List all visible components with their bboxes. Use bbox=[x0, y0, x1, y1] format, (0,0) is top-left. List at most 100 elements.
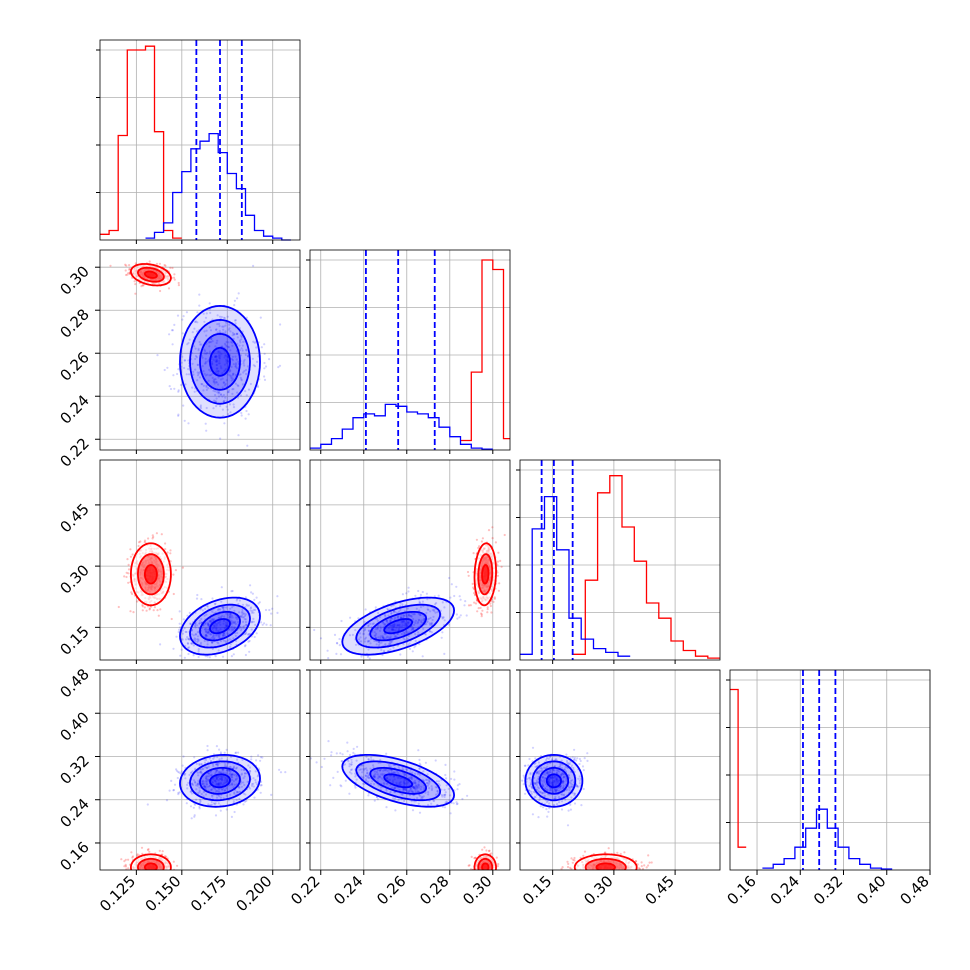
blue-point bbox=[205, 613, 208, 616]
red-point bbox=[156, 609, 159, 612]
blue-point bbox=[196, 666, 198, 668]
blue-point bbox=[208, 352, 211, 355]
blue-point bbox=[215, 360, 219, 363]
blue-point bbox=[385, 619, 388, 622]
blue-point bbox=[245, 348, 248, 351]
blue-point bbox=[399, 653, 402, 656]
blue-point bbox=[196, 624, 199, 627]
blue-point bbox=[219, 351, 222, 354]
blue-point bbox=[196, 363, 199, 366]
blue-point bbox=[253, 341, 256, 344]
blue-point bbox=[357, 617, 360, 620]
blue-point bbox=[210, 361, 213, 364]
blue-point bbox=[209, 350, 212, 353]
blue-point bbox=[204, 627, 208, 630]
blue-point bbox=[209, 370, 212, 373]
blue-point bbox=[176, 314, 180, 317]
red-point bbox=[481, 537, 484, 540]
blue-point bbox=[404, 788, 407, 792]
panel-frame-3-0 bbox=[99, 669, 301, 871]
red-point bbox=[493, 596, 496, 599]
blue-point bbox=[389, 643, 392, 646]
red-point bbox=[157, 876, 159, 878]
red-point bbox=[146, 870, 148, 872]
blue-point bbox=[219, 777, 222, 780]
blue-point bbox=[171, 343, 174, 346]
blue-point bbox=[166, 366, 169, 369]
red-point bbox=[157, 877, 159, 879]
red-point bbox=[480, 540, 483, 543]
blue-point bbox=[231, 334, 234, 337]
scatter-panel-2-1 bbox=[310, 460, 510, 660]
blue-point bbox=[397, 614, 400, 618]
blue-contour bbox=[209, 618, 231, 635]
blue-point bbox=[204, 793, 208, 796]
blue-point bbox=[177, 368, 180, 371]
red-point bbox=[172, 860, 175, 863]
red-point bbox=[487, 872, 489, 874]
blue-point bbox=[433, 609, 436, 613]
blue-point bbox=[387, 614, 390, 617]
red-point bbox=[494, 541, 497, 544]
blue-point bbox=[230, 655, 233, 658]
red-point bbox=[472, 586, 475, 589]
blue-point bbox=[239, 629, 243, 632]
blue-point bbox=[200, 617, 203, 621]
blue-point bbox=[220, 367, 223, 370]
red-point bbox=[172, 573, 175, 576]
blue-point bbox=[224, 777, 227, 780]
blue-point bbox=[406, 623, 409, 627]
red-point bbox=[496, 564, 499, 567]
diag-panel-2 bbox=[516, 460, 720, 660]
blue-point bbox=[219, 437, 222, 440]
blue-point bbox=[183, 656, 186, 659]
blue-point bbox=[404, 774, 407, 777]
blue-point bbox=[369, 767, 372, 770]
red-point bbox=[148, 871, 150, 873]
red-point bbox=[163, 875, 165, 877]
blue-point bbox=[196, 771, 199, 774]
red-point bbox=[150, 881, 152, 883]
blue-point bbox=[249, 607, 252, 610]
blue-point bbox=[203, 639, 206, 643]
blue-point bbox=[417, 783, 420, 786]
blue-point bbox=[217, 355, 220, 358]
blue-point bbox=[367, 758, 370, 761]
blue-point bbox=[219, 796, 223, 799]
red-point bbox=[479, 606, 482, 610]
blue-point bbox=[227, 390, 230, 394]
red-point bbox=[160, 872, 162, 874]
blue-point bbox=[242, 620, 245, 624]
blue-point bbox=[208, 620, 211, 623]
blue-point bbox=[178, 622, 181, 625]
blue-point bbox=[245, 372, 248, 376]
red-point bbox=[151, 873, 153, 875]
blue-point bbox=[221, 377, 224, 380]
blue-point bbox=[194, 626, 197, 629]
red-point bbox=[500, 565, 503, 568]
blue-point bbox=[425, 592, 428, 595]
blue-point bbox=[204, 630, 207, 633]
blue-point bbox=[352, 747, 355, 751]
blue-point bbox=[279, 771, 283, 774]
blue-point bbox=[189, 771, 193, 775]
red-point bbox=[147, 875, 149, 877]
blue-point bbox=[455, 801, 458, 804]
blue-point bbox=[256, 775, 259, 778]
blue-point bbox=[233, 304, 236, 307]
blue-point bbox=[397, 627, 401, 631]
red-point bbox=[473, 592, 476, 595]
red-histogram bbox=[730, 688, 747, 848]
blue-point bbox=[229, 643, 232, 646]
blue-point bbox=[217, 649, 220, 652]
red-point bbox=[486, 872, 488, 874]
red-point bbox=[125, 264, 128, 267]
red-point bbox=[140, 875, 142, 877]
blue-point bbox=[205, 766, 208, 770]
blue-point bbox=[252, 620, 255, 623]
red-point bbox=[141, 609, 144, 612]
blue-point bbox=[214, 355, 217, 358]
blue-point bbox=[412, 781, 415, 784]
blue-point bbox=[196, 379, 199, 382]
blue-point bbox=[226, 360, 230, 363]
